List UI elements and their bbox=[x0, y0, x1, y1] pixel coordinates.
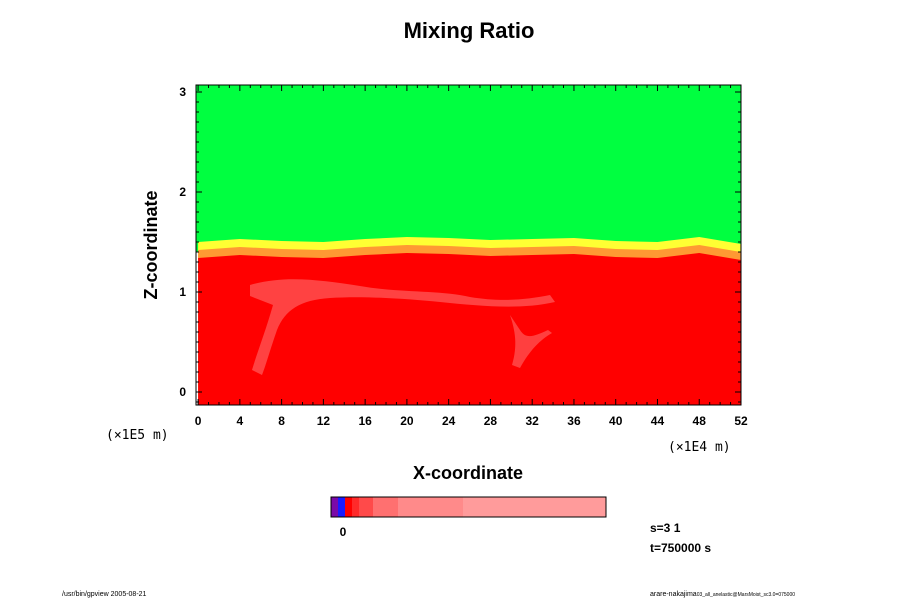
x-tick-label: 12 bbox=[317, 414, 331, 428]
colorbar-frame bbox=[330, 496, 607, 518]
colorbar-segment bbox=[398, 497, 463, 517]
x-tick-label: 48 bbox=[693, 414, 707, 428]
chart-title: Mixing Ratio bbox=[404, 18, 535, 43]
y-ticks: 0 1 2 3 bbox=[179, 85, 741, 403]
y-tick-label: 1 bbox=[179, 285, 186, 299]
x-axis-label: X-coordinate bbox=[413, 463, 523, 483]
x-tick-label: 36 bbox=[567, 414, 581, 428]
footer-right: arare-nakajima03_all_anelastic@MarsMoist… bbox=[650, 591, 795, 598]
y-scale-label: (×1E5 m) bbox=[106, 428, 169, 443]
x-tick-label: 32 bbox=[526, 414, 540, 428]
y-axis-label: Z-coordinate bbox=[141, 190, 161, 299]
colorbar-segment bbox=[352, 497, 359, 517]
colorbar-segment bbox=[338, 497, 345, 517]
x-tick-label: 16 bbox=[358, 414, 372, 428]
footer-right-sub: 03_all_anelastic@MarsMoist_sc3.0=075000 bbox=[697, 592, 796, 598]
x-scale-label: (×1E4 m) bbox=[668, 440, 731, 455]
step-label: s=3 1 bbox=[650, 521, 681, 535]
colorbar-segment bbox=[359, 497, 373, 517]
x-tick-label: 28 bbox=[484, 414, 498, 428]
y-tick-label: 0 bbox=[179, 385, 186, 399]
colorbar-label: 0 bbox=[340, 525, 347, 539]
plot-frame bbox=[195, 84, 742, 406]
footer-right-main: arare-nakajima bbox=[650, 591, 697, 598]
x-tick-label: 20 bbox=[400, 414, 414, 428]
colorbar bbox=[330, 496, 607, 518]
footer-left: /usr/bin/gpview 2005-08-21 bbox=[62, 591, 147, 598]
x-tick-label: 4 bbox=[237, 414, 244, 428]
lower-layer-field bbox=[198, 253, 741, 405]
x-tick-label: 0 bbox=[195, 414, 202, 428]
colorbar-segment bbox=[463, 497, 606, 517]
time-label: t=750000 s bbox=[650, 541, 711, 555]
x-tick-label: 24 bbox=[442, 414, 456, 428]
x-tick-label: 44 bbox=[651, 414, 665, 428]
y-tick-label: 2 bbox=[179, 185, 186, 199]
colorbar-segment bbox=[331, 497, 338, 517]
x-tick-label: 8 bbox=[278, 414, 285, 428]
x-tick-label: 40 bbox=[609, 414, 623, 428]
upper-layer-field bbox=[196, 85, 741, 252]
y-tick-label: 3 bbox=[179, 85, 186, 99]
x-tick-label: 52 bbox=[734, 414, 748, 428]
plot-area bbox=[195, 84, 742, 406]
lower-layer-plume bbox=[250, 279, 555, 375]
colorbar-segment bbox=[373, 497, 398, 517]
x-ticks: 0 4 8 12 16 20 24 28 32 36 40 44 48 52 bbox=[195, 85, 748, 428]
lower-layer-streak bbox=[510, 315, 552, 368]
colorbar-segment bbox=[345, 497, 352, 517]
